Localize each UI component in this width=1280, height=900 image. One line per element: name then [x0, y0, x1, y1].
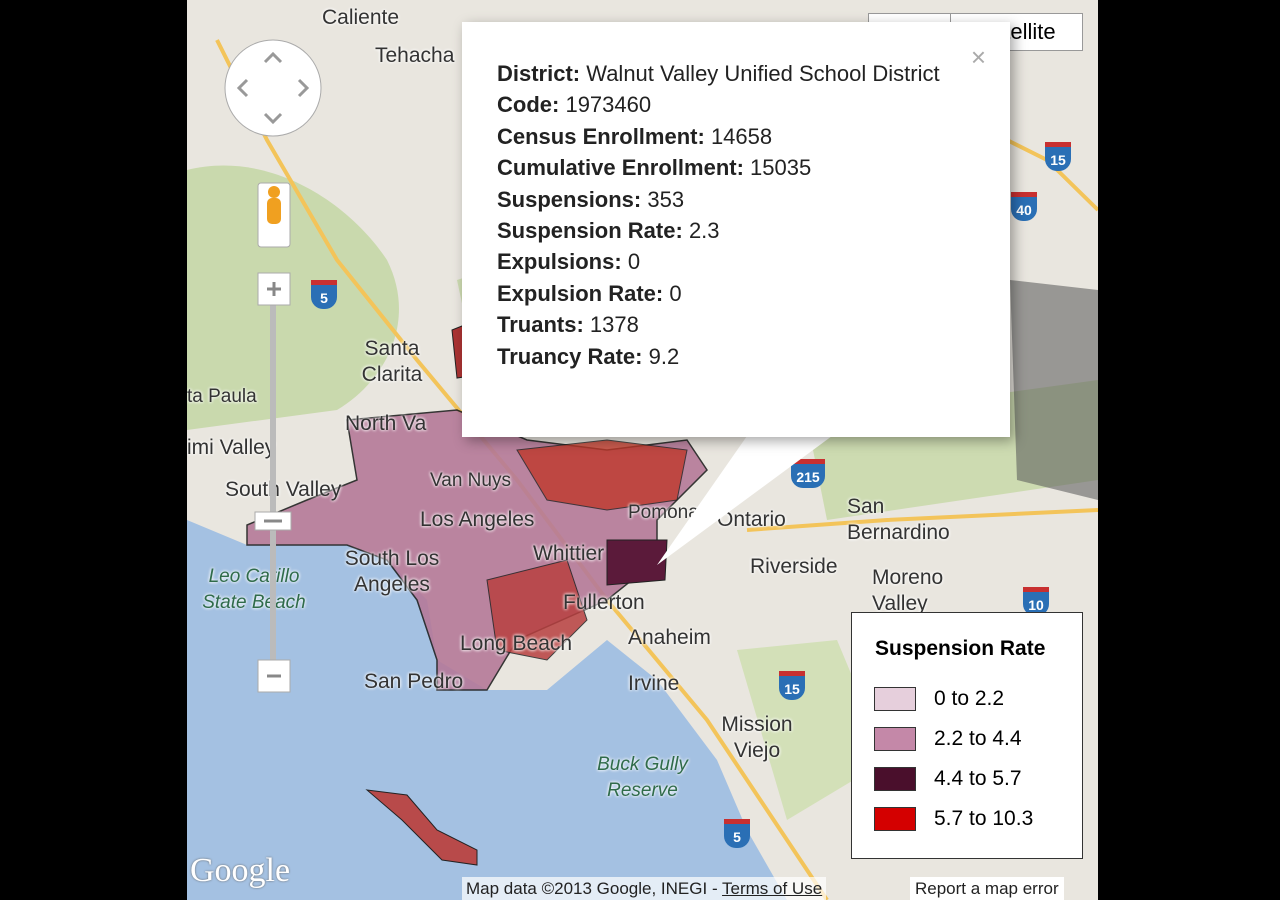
attribution: Map data ©2013 Google, INEGI - Terms of … [462, 877, 827, 900]
field-label: Suspension Rate: [497, 218, 683, 244]
legend-title: Suspension Rate [875, 637, 1046, 660]
place-label: Irvine [628, 672, 680, 695]
place-label: South Valley [225, 478, 342, 501]
field-value: 14658 [710, 123, 773, 149]
field-value: 0 [669, 280, 682, 306]
legend-swatch [874, 687, 916, 712]
place-label: South Los Angeles [344, 547, 440, 596]
highway-shield: 5 [724, 819, 750, 848]
place-label: Moreno Valley [872, 566, 944, 615]
field-value: 1973460 [565, 92, 652, 118]
district-area [486, 559, 588, 661]
park-area [737, 640, 887, 820]
place-label: Van Nuys [430, 470, 511, 491]
logo: Google [190, 852, 291, 889]
highway-shield: 40 [1011, 192, 1037, 221]
info-row: Expulsions: 0 [497, 246, 957, 277]
park-label: Leo Carillo State Beach [202, 566, 306, 613]
field-label: Expulsion Rate: [497, 280, 664, 306]
field-value: 0 [627, 249, 641, 275]
field-value: Walnut Valley Unified School District [586, 61, 940, 86]
info-row: Census Enrollment: 14658 [497, 121, 957, 152]
field-label: Census Enrollment: [497, 123, 705, 149]
place-label: Ontario [717, 508, 786, 531]
place-label: San Pedro [364, 670, 464, 693]
place-label: Los Angeles [420, 508, 535, 531]
field-label: Cumulative Enrollment: [497, 155, 744, 181]
ocean [187, 520, 787, 900]
place-label: Mission Viejo [721, 713, 793, 762]
pegman-figure [267, 198, 281, 224]
attribution-text: Map data ©2013 Google, INEGI - [466, 879, 723, 898]
pegman-head [268, 186, 280, 198]
place-label: Caliente [322, 6, 400, 29]
legend-swatch [874, 767, 916, 792]
highway-shield: 15 [1045, 142, 1071, 171]
pan-arrows [236, 51, 310, 125]
info-row: Code: 1973460 [497, 89, 957, 120]
place-label: Santa Clarita [361, 337, 423, 386]
place-label: Pomona [628, 502, 699, 523]
district-area [606, 539, 668, 586]
highway-shield: 15 [779, 671, 805, 700]
island [365, 789, 478, 866]
legend-item: 2.2 to 4.4 [874, 727, 1022, 752]
legend-item: 4.4 to 5.7 [874, 767, 1022, 792]
legend-label: 2.2 to 4.4 [934, 727, 1022, 750]
field-value: 2.3 [688, 218, 720, 244]
field-label: Suspensions: [497, 186, 642, 212]
info-row: District: Walnut Valley Unified School D… [497, 58, 957, 89]
highway-shield: 10 [1023, 587, 1049, 616]
park-area [187, 165, 399, 430]
field-label: Expulsions: [497, 249, 622, 275]
field-label: Truants: [497, 312, 584, 338]
field-value: 9.2 [648, 343, 680, 369]
field-value: 353 [647, 186, 685, 212]
shadow [1010, 280, 1098, 500]
field-value: 15035 [750, 155, 812, 181]
place-label: North Va [345, 412, 427, 435]
legend-label: 0 to 2.2 [934, 687, 1005, 710]
legend-item: 0 to 2.2 [874, 687, 1005, 712]
info-row: Suspension Rate: 2.3 [497, 215, 957, 246]
legend-item: 5.7 to 10.3 [874, 807, 1034, 832]
close-button[interactable]: × [970, 42, 986, 72]
map-controls [224, 39, 322, 693]
field-label: Code: [497, 92, 560, 118]
place-label: San Bernardino [847, 495, 950, 544]
place-label: Fullerton [563, 591, 645, 614]
info-row: Expulsion Rate: 0 [497, 278, 957, 309]
pan-control[interactable] [224, 39, 322, 137]
field-label: District: [497, 61, 581, 86]
info-row: Cumulative Enrollment: 15035 [497, 152, 957, 183]
info-fields: District: Walnut Valley Unified School D… [497, 58, 957, 372]
place-label: Tehacha [375, 44, 455, 67]
legend-swatch [874, 807, 916, 832]
highway-shield: 5 [311, 280, 337, 309]
legend-label: 4.4 to 5.7 [934, 767, 1022, 790]
map[interactable]: Caliente Tehacha Santa Clarita ta Paula … [187, 0, 1098, 900]
info-row: Truancy Rate: 9.2 [497, 341, 957, 372]
field-label: Truancy Rate: [497, 343, 643, 369]
field-value: 1378 [589, 312, 639, 338]
info-row: Suspensions: 353 [497, 184, 957, 215]
place-label: imi Valley [187, 436, 276, 459]
place-label: Long Beach [460, 632, 573, 655]
place-label: ta Paula [187, 386, 257, 407]
place-label: Anaheim [628, 626, 711, 649]
legend-swatch [874, 727, 916, 752]
legend: Suspension Rate 0 to 2.2 2.2 to 4.4 4.4 to… [851, 612, 1083, 859]
info-window: × District: Walnut Valley Unified School… [462, 22, 1010, 437]
place-label: Riverside [750, 555, 838, 578]
terms-link[interactable]: Terms of Use [722, 879, 823, 898]
place-label: Whittier [533, 542, 605, 565]
highway-shield: 215 [791, 459, 825, 488]
info-row: Truants: 1378 [497, 309, 957, 340]
legend-label: 5.7 to 10.3 [934, 807, 1034, 830]
zoom-in-icon [267, 282, 281, 296]
park-label: Buck Gully Reserve [597, 754, 688, 801]
report-link[interactable]: Report a map error [910, 877, 1064, 900]
